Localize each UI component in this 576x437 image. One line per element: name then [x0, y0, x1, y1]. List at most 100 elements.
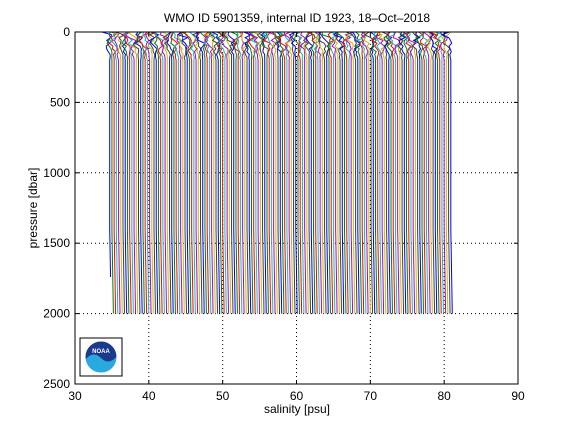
x-axis: 30 40 50 60 70 80 90 — [68, 32, 525, 403]
profile-line — [159, 31, 169, 314]
profile-line — [170, 31, 179, 314]
profile-line — [425, 31, 433, 314]
y-tick-label: 1500 — [43, 236, 70, 250]
profile-line — [276, 31, 283, 314]
profile-line — [193, 31, 201, 314]
profile-line — [216, 31, 226, 314]
profile-line — [204, 31, 216, 314]
profile-line — [397, 31, 405, 314]
profile-line — [151, 31, 163, 314]
profile-line — [294, 31, 303, 314]
profile-line — [397, 31, 403, 314]
profile-line — [371, 31, 381, 314]
y-tick-label: 0 — [63, 25, 70, 39]
profile-line — [435, 31, 444, 314]
profile-line — [203, 31, 216, 314]
y-tick-label: 2000 — [43, 307, 70, 321]
profile-line — [184, 31, 194, 314]
profile-line — [440, 31, 452, 314]
x-tick-label: 30 — [68, 389, 82, 403]
grid-lines — [75, 32, 518, 384]
profile-line — [321, 31, 332, 314]
profile-line — [177, 31, 187, 314]
profile-line — [342, 31, 349, 314]
profile-line — [274, 31, 285, 314]
profile-line — [256, 31, 266, 314]
x-tick-label: 60 — [290, 389, 304, 403]
profile-line — [332, 31, 345, 314]
profile-line — [344, 31, 354, 314]
profile-line — [127, 31, 139, 314]
profile-line — [398, 31, 407, 314]
profile-line — [166, 31, 174, 314]
profile-line — [123, 31, 134, 314]
profile-line — [363, 31, 374, 314]
profile-line — [422, 31, 431, 314]
profile-line — [352, 31, 361, 314]
profile-line — [145, 31, 152, 314]
profile-line — [262, 31, 274, 314]
profile-line — [244, 31, 251, 314]
profile-line — [215, 31, 225, 314]
profile-line — [261, 31, 269, 314]
profile-line — [360, 31, 369, 314]
profile-line — [442, 31, 451, 314]
profile-line — [108, 31, 118, 314]
profile-line — [375, 31, 388, 314]
profile-line — [387, 31, 396, 314]
profile-line — [313, 31, 322, 314]
profile-line — [225, 31, 232, 314]
x-tick-label: 90 — [511, 389, 525, 403]
profile-line — [403, 31, 417, 314]
profile-line — [177, 31, 190, 314]
profile-lines — [101, 31, 453, 314]
profile-line — [428, 31, 438, 314]
profile-line — [373, 31, 382, 314]
x-tick-label: 40 — [142, 389, 156, 403]
profile-line — [317, 31, 327, 314]
profile-line — [162, 31, 170, 314]
profile-line — [405, 31, 412, 314]
x-tick-label: 50 — [216, 389, 230, 403]
profile-line — [384, 31, 393, 314]
profile-line — [382, 31, 390, 314]
profile-line — [370, 31, 378, 314]
profile-line — [114, 31, 126, 314]
profile-line — [412, 31, 422, 314]
profile-line — [149, 31, 160, 314]
profile-line — [189, 31, 197, 314]
profile-line — [415, 31, 425, 314]
profile-line — [211, 31, 221, 314]
profile-line — [294, 31, 300, 314]
profile-line — [294, 31, 305, 314]
profile-line — [121, 31, 130, 314]
y-axis-label: pressure [dbar] — [26, 168, 40, 249]
profile-line — [363, 31, 371, 314]
profile-line — [386, 31, 399, 314]
profile-line — [333, 31, 340, 314]
profile-line — [172, 31, 182, 314]
profile-line — [113, 31, 123, 314]
profile-line — [392, 31, 401, 314]
profile-line — [303, 31, 310, 314]
profile-line — [346, 31, 358, 314]
profile-line — [385, 31, 393, 314]
profile-line — [283, 31, 292, 314]
profile-line — [147, 31, 155, 314]
profile-line — [106, 31, 114, 314]
profile-line — [272, 31, 280, 314]
profile-line — [411, 31, 420, 314]
profile-line — [243, 31, 252, 314]
profile-line — [121, 31, 132, 314]
profile-line — [124, 31, 137, 314]
profile-line — [246, 31, 255, 314]
chart-title: WMO ID 5901359, internal ID 1923, 18–Oct… — [164, 11, 430, 25]
profile-line — [203, 31, 210, 314]
profile-line — [306, 31, 319, 314]
profile-line — [268, 31, 277, 314]
profile-line — [344, 31, 354, 314]
profile-line — [299, 31, 308, 314]
profile-line — [134, 31, 144, 314]
profile-line — [317, 31, 330, 314]
